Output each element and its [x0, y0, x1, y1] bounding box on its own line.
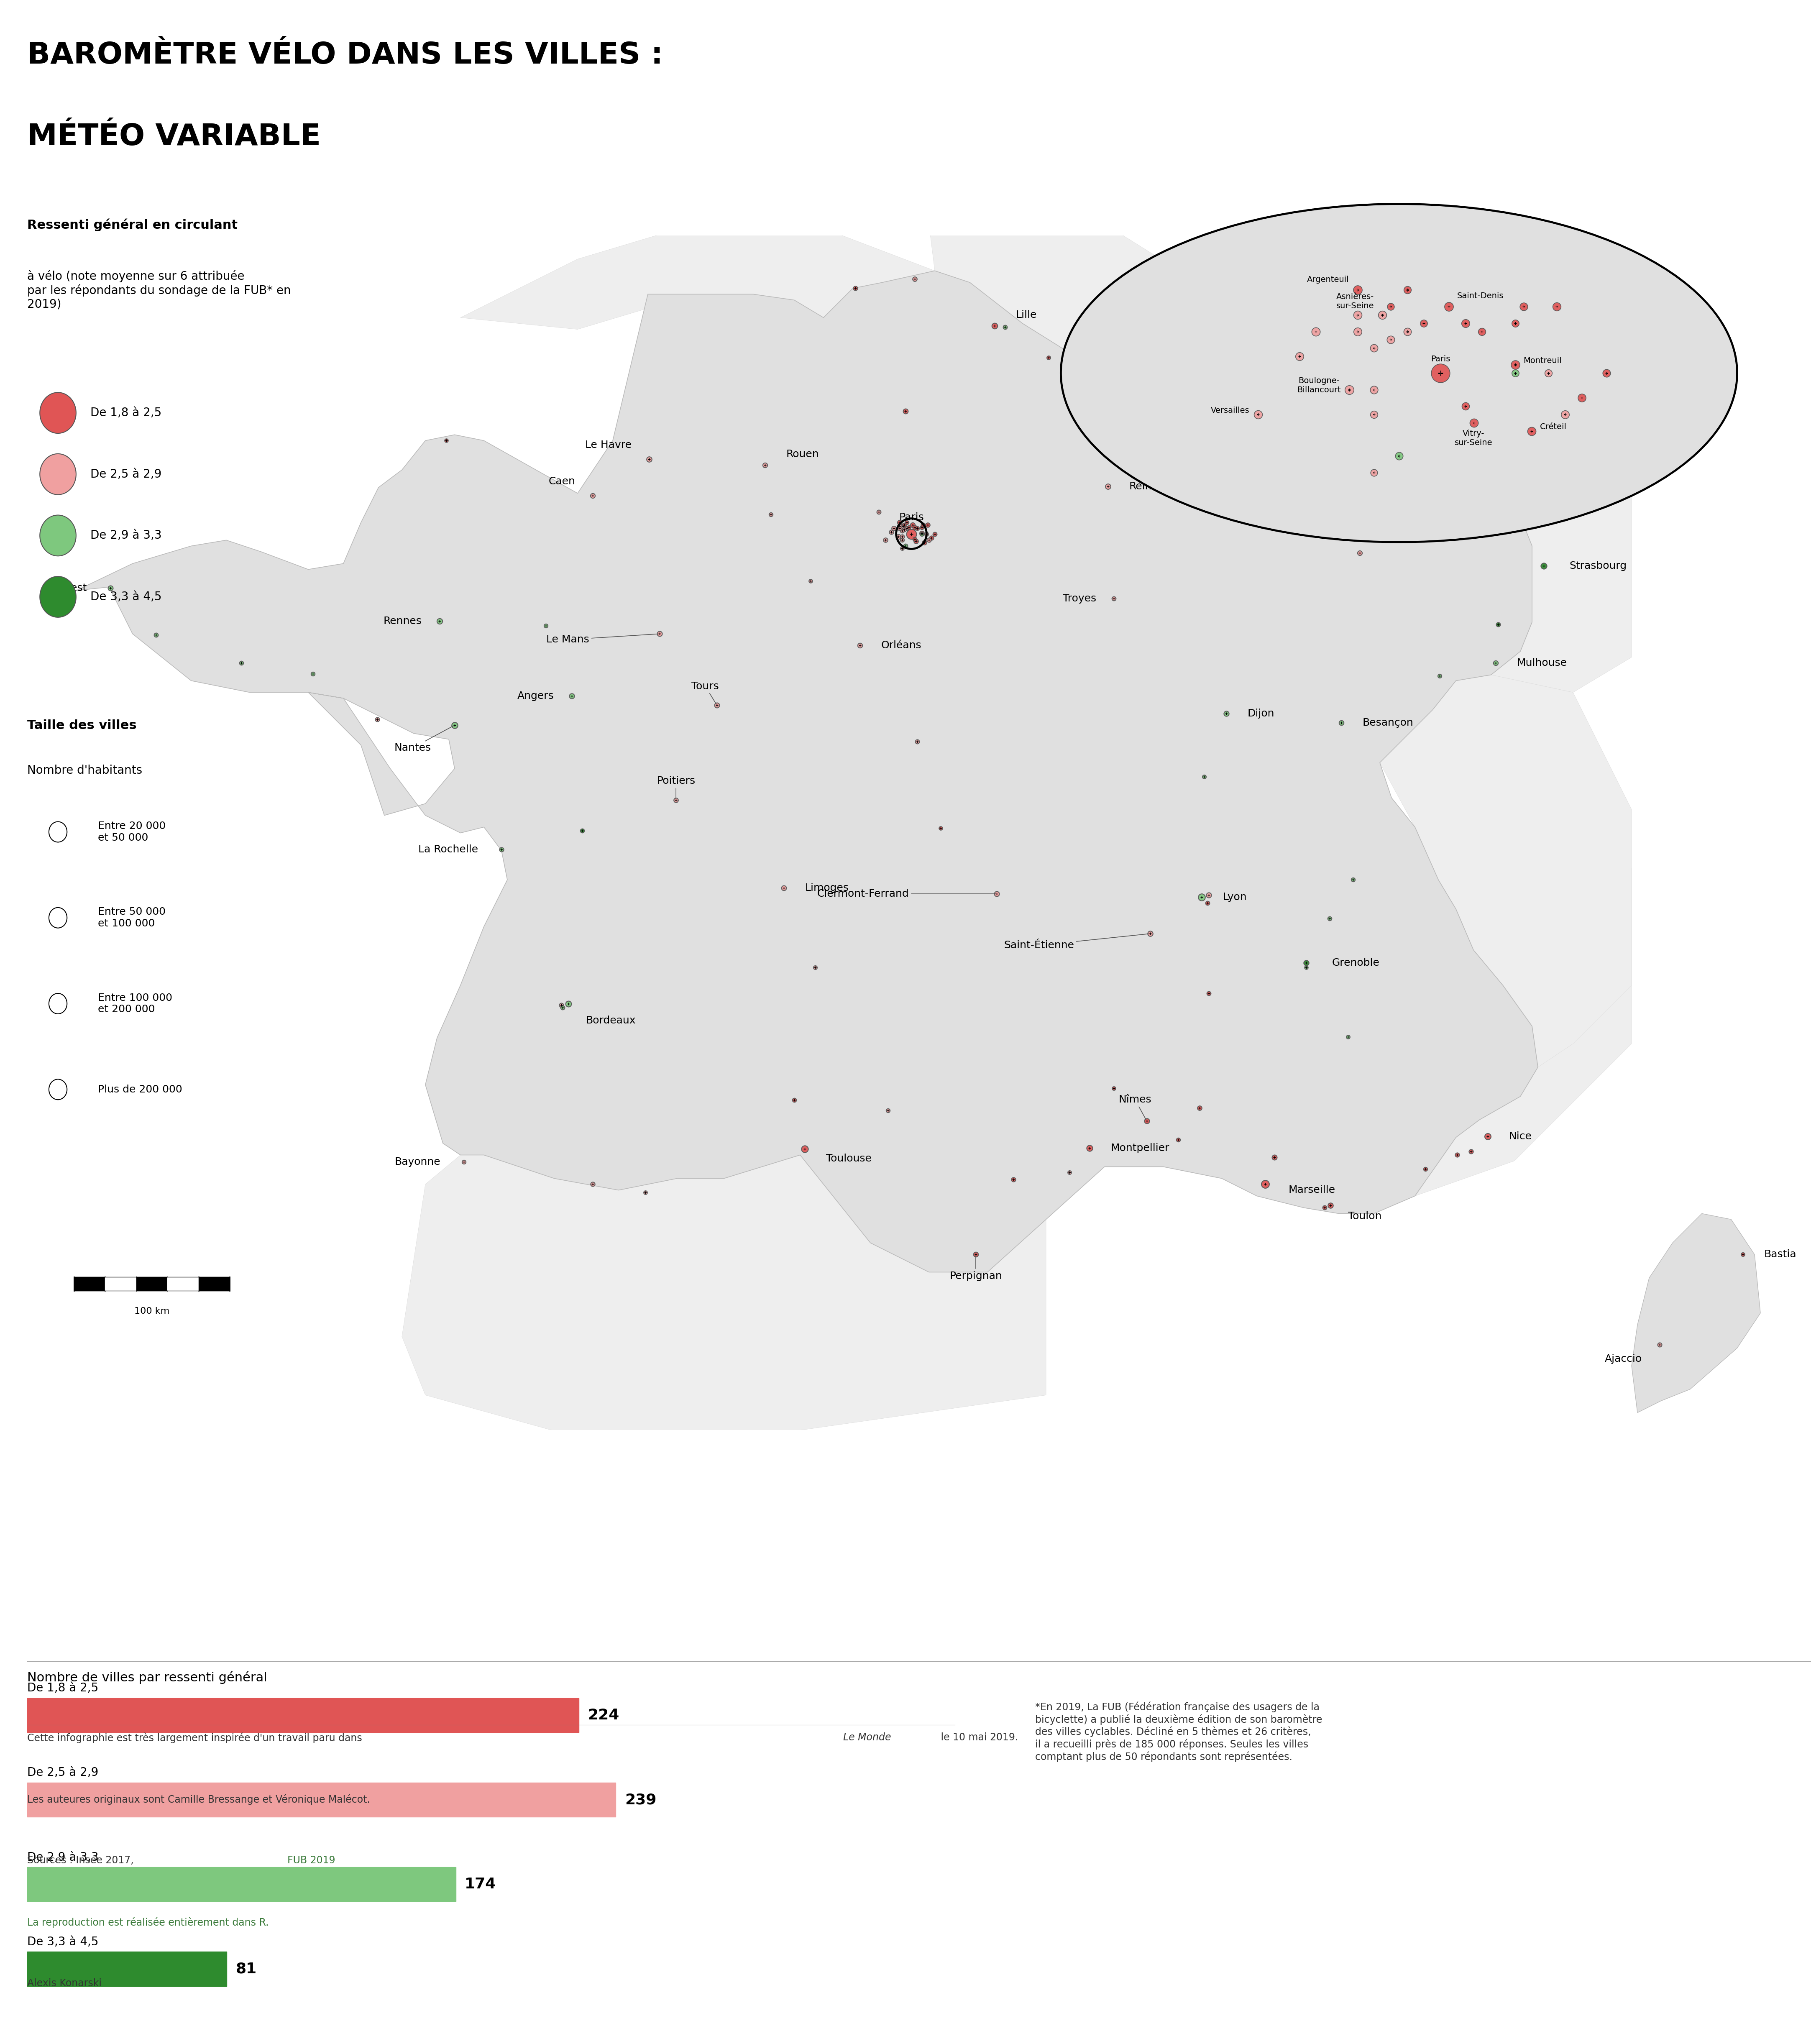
Text: Dijon: Dijon — [1248, 709, 1275, 719]
Point — [998, 1163, 1027, 1196]
Point — [433, 425, 462, 458]
Text: Ressenti général en circulant: Ressenti général en circulant — [27, 219, 237, 231]
Text: Bastia: Bastia — [1764, 1249, 1797, 1259]
Point — [1425, 660, 1454, 693]
Point — [1132, 1104, 1161, 1136]
Point — [1311, 1192, 1340, 1224]
Point — [1644, 1329, 1673, 1361]
Text: La reproduction est réalisée entièrement dans R.: La reproduction est réalisée entièrement… — [27, 1917, 268, 1927]
Point — [449, 1147, 478, 1179]
Point — [797, 564, 826, 597]
Point — [1190, 760, 1219, 793]
Circle shape — [1061, 204, 1737, 542]
Point — [141, 619, 170, 652]
Point — [1592, 358, 1621, 390]
Point — [487, 834, 516, 867]
Text: Nombre de villes par ressenti général: Nombre de villes par ressenti général — [27, 1672, 268, 1684]
Point — [871, 523, 900, 556]
Point — [1034, 341, 1063, 374]
Point — [925, 811, 954, 844]
Text: La Rochelle: La Rochelle — [418, 844, 478, 854]
Point — [889, 509, 918, 542]
Text: Rouen: Rouen — [786, 450, 819, 460]
Point — [790, 1132, 819, 1165]
Text: Bayonne: Bayonne — [395, 1157, 440, 1167]
Text: Plus de 200 000: Plus de 200 000 — [98, 1085, 183, 1094]
Point — [547, 989, 576, 1022]
Polygon shape — [460, 225, 934, 329]
Point — [909, 509, 938, 542]
Point — [893, 513, 922, 546]
Point — [886, 513, 915, 546]
Point — [1534, 358, 1563, 390]
Bar — [27, 1699, 580, 1733]
Point — [1099, 583, 1128, 615]
Point — [1291, 950, 1320, 983]
Text: Le Havre: Le Havre — [585, 439, 632, 450]
Text: De 2,9 à 3,3: De 2,9 à 3,3 — [27, 1852, 98, 1864]
Point — [1443, 1139, 1472, 1171]
Text: 239: 239 — [625, 1793, 656, 1807]
Text: 174: 174 — [465, 1876, 496, 1891]
Text: Paris: Paris — [1431, 356, 1451, 364]
Point — [902, 726, 931, 758]
Point — [1099, 1071, 1128, 1104]
Point — [1302, 315, 1331, 347]
Point — [962, 1239, 991, 1271]
Text: Besançon: Besançon — [1362, 717, 1413, 728]
Point — [1393, 315, 1422, 347]
Point — [1284, 339, 1313, 372]
Point — [1550, 399, 1579, 431]
Point — [1056, 1157, 1085, 1190]
Point — [1451, 307, 1480, 339]
Point — [913, 517, 942, 550]
Polygon shape — [76, 270, 1538, 1271]
Point — [898, 509, 927, 542]
Text: Argenteuil: Argenteuil — [1308, 276, 1349, 284]
Polygon shape — [1632, 1214, 1760, 1412]
Text: Entre 20 000
et 50 000: Entre 20 000 et 50 000 — [98, 822, 165, 842]
Point — [1094, 470, 1123, 503]
Text: *En 2019, La FUB (Fédération française des usagers de la
bicyclette) a publié la: *En 2019, La FUB (Fédération française d… — [1036, 1703, 1322, 1762]
Text: le 10 mai 2019.: le 10 mai 2019. — [938, 1733, 1018, 1744]
Text: Lille: Lille — [1016, 311, 1036, 321]
Point — [1376, 290, 1405, 323]
Point — [1193, 887, 1222, 920]
Bar — [27, 1952, 226, 1987]
Point — [893, 507, 922, 540]
Point — [1212, 697, 1241, 730]
Point — [1333, 1020, 1362, 1053]
Point — [1076, 1132, 1105, 1165]
Point — [1327, 707, 1356, 740]
Text: Asnières-
sur-Seine: Asnières- sur-Seine — [1337, 292, 1375, 311]
Point — [1188, 881, 1217, 914]
Point — [884, 521, 913, 554]
Point — [1456, 1134, 1485, 1167]
Point — [1346, 486, 1375, 519]
Point — [1135, 918, 1164, 950]
Point — [299, 658, 328, 691]
Point — [1384, 439, 1413, 472]
Point — [907, 517, 936, 550]
Text: Entre 100 000
et 200 000: Entre 100 000 et 200 000 — [98, 993, 172, 1014]
Point — [1335, 374, 1364, 407]
Text: Ajaccio: Ajaccio — [1605, 1353, 1643, 1363]
Text: Nîmes: Nîmes — [1119, 1096, 1152, 1120]
Polygon shape — [929, 225, 1398, 458]
Point — [1360, 331, 1389, 364]
Text: Limoges: Limoges — [804, 883, 849, 893]
Point — [549, 991, 578, 1024]
Point — [982, 877, 1011, 910]
Point — [1360, 456, 1389, 489]
Point — [891, 394, 920, 427]
Point — [886, 507, 915, 540]
Bar — [27, 1782, 616, 1817]
Point — [1193, 879, 1222, 912]
Polygon shape — [1414, 809, 1632, 1196]
Point — [902, 525, 931, 558]
Point — [1346, 538, 1375, 570]
Text: De 1,8 à 2,5: De 1,8 à 2,5 — [27, 1682, 98, 1694]
Text: Reims: Reims — [1130, 480, 1161, 491]
Point — [1501, 307, 1530, 339]
